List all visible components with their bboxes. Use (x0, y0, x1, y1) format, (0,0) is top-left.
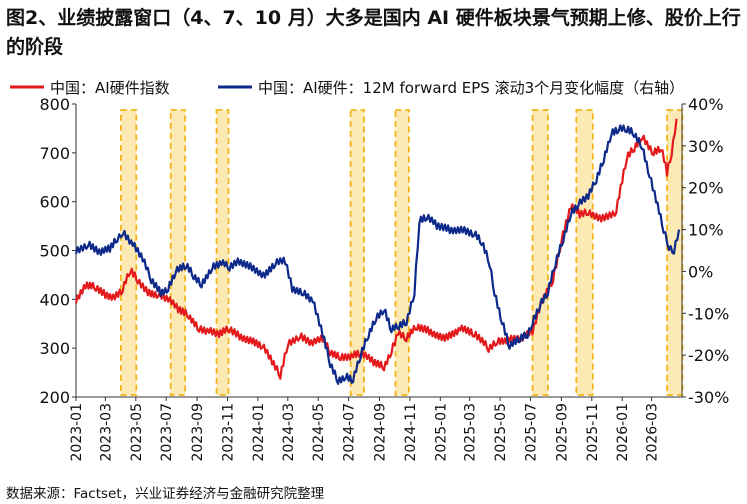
x-tick-label: 2024-07 (342, 403, 358, 462)
y-left-tick-label: 700 (39, 144, 70, 163)
y-left-tick-label: 800 (39, 95, 70, 114)
y-left-tick-label: 300 (39, 339, 70, 358)
x-tick-label: 2026-01 (615, 403, 631, 462)
x-tick-label: 2025-11 (585, 403, 601, 462)
chart-axes: 200 300 400 500 600 700 800 -30% -20% -10% 0% 10% 20… (39, 95, 729, 462)
x-tick-label: 2024-03 (281, 403, 297, 462)
x-tick-label: 2025-01 (433, 403, 449, 462)
y-right-tick-label: 0% (688, 262, 713, 281)
highlight-window-0 (119, 109, 138, 396)
x-tick-label: 2023-03 (98, 403, 114, 462)
x-tick-label: 2025-07 (524, 403, 540, 462)
highlight-window-2 (215, 109, 230, 396)
y-left-tick-label: 500 (39, 242, 70, 261)
highlight-window-4 (394, 109, 410, 396)
chart-series (74, 118, 681, 385)
chart-legend: 中国：AI硬件指数 中国：AI硬件：12M forward EPS 滚动3个月变化… (10, 79, 684, 97)
x-tick-label: 2025-03 (463, 403, 479, 462)
y-right-tick-label: 30% (688, 137, 724, 156)
x-tick-label: 2025-05 (493, 403, 509, 462)
x-tick-label: 2023-05 (129, 403, 145, 462)
highlight-window-5 (531, 109, 549, 396)
x-tick-label: 2024-01 (251, 403, 267, 462)
x-tick-label: 2023-01 (69, 403, 85, 462)
y-right-tick-label: 40% (688, 95, 724, 114)
x-tick-label: 2023-07 (159, 403, 175, 462)
y-right-tick-label: -20% (688, 346, 729, 365)
highlight-window-6 (575, 109, 594, 396)
source-note: 数据来源：Factset，兴业证券经济与金融研究院整理 (6, 486, 325, 502)
y-right-tick-label: -10% (688, 304, 729, 323)
highlight-window-3 (349, 109, 365, 396)
y-right-tick-label: 10% (688, 221, 724, 240)
x-tick-label: 2023-09 (190, 403, 206, 462)
x-tick-label: 2024-09 (372, 403, 388, 462)
highlight-windows (119, 109, 684, 396)
legend-label-1: 中国：AI硬件：12M forward EPS 滚动3个月变化幅度（右轴） (258, 79, 684, 97)
y-left-tick-label: 400 (39, 290, 70, 309)
x-tick-label: 2024-05 (311, 403, 327, 462)
x-tick-label: 2026-03 (645, 403, 661, 462)
y-left-tick-label: 600 (39, 193, 70, 212)
y-left-tick-label: 200 (39, 388, 70, 407)
x-tick-label: 2024-11 (403, 403, 419, 462)
y-right-tick-label: 20% (688, 179, 724, 198)
y-right-tick-label: -30% (688, 388, 729, 407)
series-line-1 (74, 124, 681, 385)
legend-label-0: 中国：AI硬件指数 (50, 79, 170, 97)
x-tick-label: 2023-11 (221, 403, 237, 462)
highlight-window-1 (169, 109, 187, 396)
chart-title: 图2、业绩披露窗口（4、7、10 月）大多是国内 AI 硬件板块景气预期上修、股… (6, 7, 741, 58)
x-tick-label: 2025-09 (554, 403, 570, 462)
